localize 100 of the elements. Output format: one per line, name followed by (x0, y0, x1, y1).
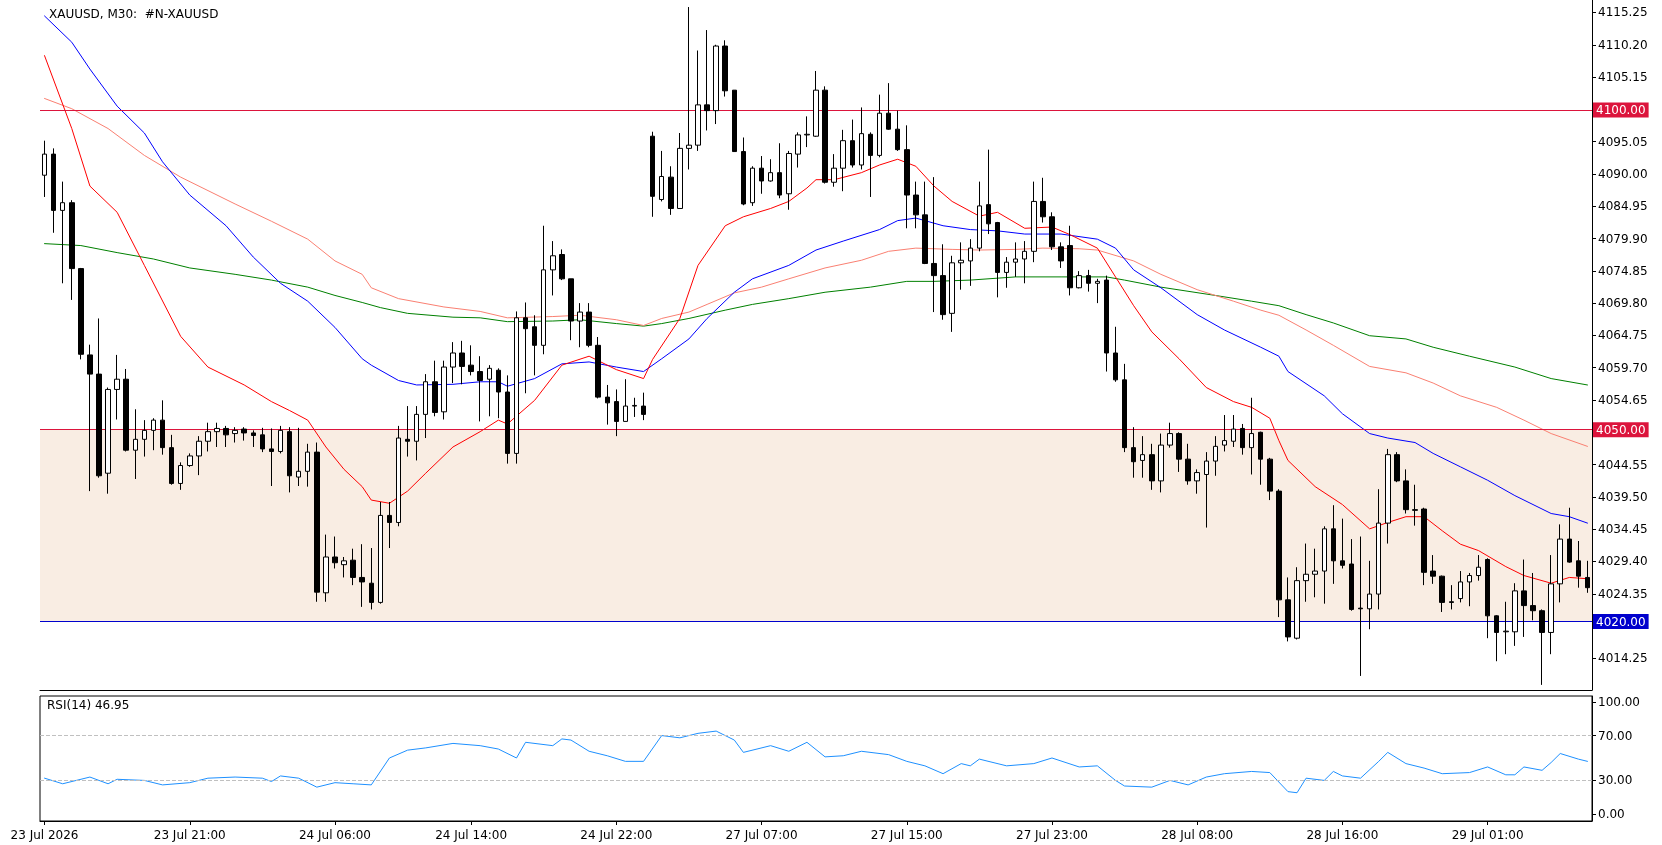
candlestick (369, 547, 374, 610)
candlestick (1539, 608, 1545, 686)
y-tick-label: 70.00 (1598, 728, 1633, 743)
candlestick (396, 425, 401, 527)
candlestick (1421, 507, 1427, 586)
candlestick (114, 354, 120, 420)
candlestick (1503, 601, 1509, 655)
candlestick (623, 378, 628, 422)
candlestick (1194, 468, 1200, 495)
candlestick (1113, 326, 1118, 383)
x-tick-label: 28 Jul 16:00 (1306, 828, 1379, 842)
candlestick (60, 181, 65, 284)
candlestick (269, 427, 274, 487)
candlestick (441, 360, 447, 420)
candlestick (1185, 443, 1191, 486)
candlestick (260, 427, 265, 453)
candlestick (1076, 270, 1082, 289)
candlestick (595, 336, 601, 399)
y-tick-label: 4039.50 (1598, 489, 1648, 504)
candlestick (1585, 560, 1590, 594)
candlestick (1095, 278, 1100, 304)
candlestick (632, 397, 637, 418)
candlestick (1022, 240, 1027, 284)
candlestick (1576, 540, 1581, 589)
candlestick (187, 452, 193, 468)
candlestick (87, 344, 93, 492)
candlestick (1485, 557, 1490, 639)
y-tick-label: 4090.00 (1598, 166, 1648, 181)
candlestick (786, 150, 792, 211)
ref-line-label: 4100.00 (1596, 102, 1646, 117)
candlestick (922, 181, 928, 265)
y-tick-label: 4014.25 (1598, 651, 1648, 666)
candlestick (196, 435, 202, 476)
y-tick-label: 4084.95 (1598, 199, 1648, 214)
candlestick (296, 427, 301, 487)
candlestick (205, 422, 211, 452)
candlestick (1067, 225, 1073, 296)
candlestick (178, 461, 183, 491)
ref-line-label: 4020.00 (1596, 614, 1646, 629)
y-tick-label: 4059.70 (1598, 360, 1648, 375)
y-tick-label: 4069.80 (1598, 296, 1648, 311)
candlestick (1040, 177, 1046, 224)
candlestick (1494, 614, 1499, 662)
candlestick (1449, 584, 1454, 610)
candlestick (1367, 560, 1372, 630)
candlestick (450, 341, 456, 384)
candlestick (1358, 536, 1363, 677)
candlestick (986, 149, 991, 235)
candlestick (496, 367, 501, 419)
x-tick-label: 28 Jul 08:00 (1161, 828, 1234, 842)
candlestick (1385, 448, 1391, 545)
candlestick (1131, 426, 1136, 479)
candlestick (813, 70, 819, 138)
line-series (44, 55, 1588, 584)
candlestick (487, 364, 492, 417)
candlestick (1176, 431, 1182, 473)
candlestick (868, 131, 873, 198)
candlestick (1204, 451, 1209, 529)
candlestick (341, 556, 347, 578)
candlestick (741, 136, 746, 206)
candlestick (1430, 554, 1436, 585)
candlestick (1213, 435, 1218, 477)
candlestick (750, 165, 755, 207)
y-tick-label: 0.00 (1598, 807, 1625, 822)
candlestick (831, 153, 837, 188)
candlestick (886, 82, 891, 131)
y-tick-label: 4105.15 (1598, 70, 1648, 85)
candlestick (350, 548, 356, 586)
candlestick (42, 140, 47, 198)
candlestick (768, 158, 773, 183)
ref-line-label: 4050.00 (1596, 422, 1646, 437)
candlestick (432, 360, 438, 417)
candlestick (877, 94, 882, 158)
candlestick (514, 310, 519, 465)
candlestick (913, 181, 919, 229)
candlestick (532, 314, 537, 376)
candlestick (713, 44, 719, 125)
y-tick-label: 4044.55 (1598, 457, 1648, 472)
candlestick (459, 340, 465, 385)
candlestick (78, 267, 84, 360)
candlestick (804, 115, 810, 148)
candlestick (223, 425, 229, 448)
candlestick (359, 543, 365, 608)
x-tick-label: 23 Jul 21:00 (153, 828, 226, 842)
candlestick (241, 426, 247, 442)
candlestick (1349, 538, 1354, 612)
candlestick (1167, 422, 1173, 449)
y-tick-label: 4024.35 (1598, 586, 1648, 601)
candlestick (568, 278, 574, 341)
candlestick (686, 6, 692, 170)
candlestick (659, 150, 664, 202)
candlestick (468, 344, 474, 376)
candlestick (105, 387, 111, 495)
x-tick-label: 23 Jul 2026 (10, 828, 79, 842)
candlestick (1240, 423, 1245, 456)
candlestick (1322, 525, 1327, 605)
candlestick (614, 388, 619, 437)
x-tick-label: 29 Jul 01:00 (1451, 828, 1524, 842)
candlestick (895, 110, 900, 152)
candlestick (1331, 504, 1336, 585)
